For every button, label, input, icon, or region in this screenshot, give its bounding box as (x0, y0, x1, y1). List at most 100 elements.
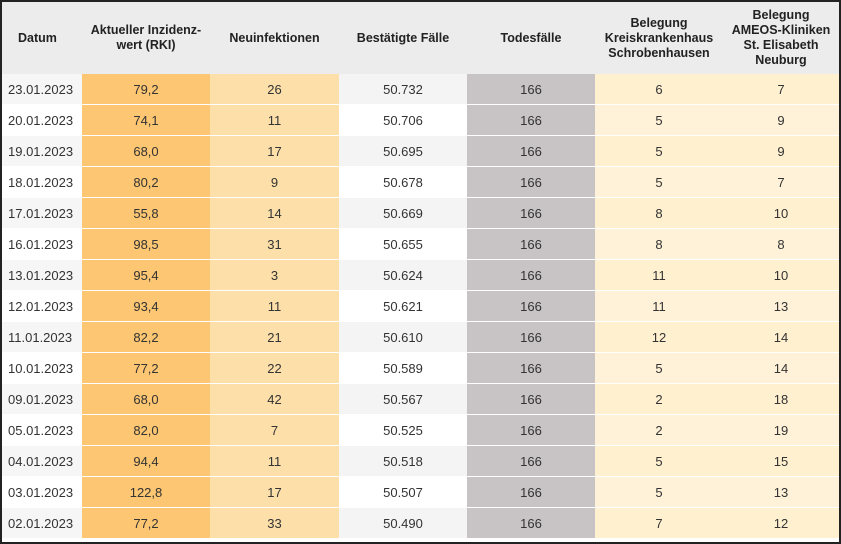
table-row: 19.01.2023 68,0 17 50.695 166 5 9 (2, 135, 839, 167)
header-row: Datum Aktueller Inzidenz-wert (RKI) Neuinf… (2, 2, 839, 74)
table-cell: 13.01.2023 (2, 259, 82, 291)
table-cell: 12.01.2023 (2, 290, 82, 322)
table-row: 05.01.2023 82,0 7 50.525 166 2 19 (2, 414, 839, 446)
table-cell: 11 (595, 259, 723, 291)
table-cell: 33 (210, 507, 339, 539)
table-cell: 122,8 (82, 476, 210, 508)
table-cell: 166 (467, 321, 595, 353)
column-header: Belegung AMEOS-Kliniken St. Elisabeth Ne… (723, 2, 839, 74)
table-cell: 2 (595, 414, 723, 446)
table-cell: 8 (595, 197, 723, 229)
table-cell: 50.507 (339, 476, 467, 508)
table-cell: 2 (595, 383, 723, 415)
table-cell: 50.695 (339, 135, 467, 167)
table-row: 16.01.2023 98,5 31 50.655 166 8 8 (2, 228, 839, 260)
table-cell: 80,2 (82, 166, 210, 198)
table-row: 10.01.2023 77,2 22 50.589 166 5 14 (2, 352, 839, 384)
table-cell: 12 (723, 507, 839, 539)
table-cell: 166 (467, 383, 595, 415)
table-cell: 50.655 (339, 228, 467, 260)
table-cell: 166 (467, 135, 595, 167)
table-cell: 50.732 (339, 74, 467, 105)
table-cell: 11 (210, 104, 339, 136)
table-row: 17.01.2023 55,8 14 50.669 166 8 10 (2, 197, 839, 229)
table-cell: 95,4 (82, 259, 210, 291)
table-cell: 50.621 (339, 290, 467, 322)
table-cell: 166 (467, 197, 595, 229)
table-cell: 03.01.2023 (2, 476, 82, 508)
table-cell: 166 (467, 445, 595, 477)
table-cell: 166 (467, 166, 595, 198)
table-row: 09.01.2023 68,0 42 50.567 166 2 18 (2, 383, 839, 415)
table-cell: 50.525 (339, 414, 467, 446)
table-row: 18.01.2023 80,2 9 50.678 166 5 7 (2, 166, 839, 198)
table-cell: 166 (467, 507, 595, 539)
table-cell: 12 (595, 321, 723, 353)
table-cell: 11 (210, 445, 339, 477)
table-cell: 166 (467, 476, 595, 508)
table-cell: 21 (210, 321, 339, 353)
table-cell: 50.624 (339, 259, 467, 291)
table-cell: 5 (595, 352, 723, 384)
table-cell: 50.610 (339, 321, 467, 353)
table-cell: 166 (467, 290, 595, 322)
table-cell: 18.01.2023 (2, 166, 82, 198)
table-cell: 79,2 (82, 74, 210, 105)
table-cell: 6 (595, 74, 723, 105)
column-header: Neuinfektionen (210, 2, 339, 74)
column-header: Aktueller Inzidenz-wert (RKI) (82, 2, 210, 74)
table-cell: 7 (210, 414, 339, 446)
table-cell: 11 (210, 290, 339, 322)
column-header: Todesfälle (467, 2, 595, 74)
table-cell: 31 (210, 228, 339, 260)
table-cell: 77,2 (82, 507, 210, 539)
table-cell: 20.01.2023 (2, 104, 82, 136)
table-cell: 7 (595, 507, 723, 539)
table-cell: 26 (210, 74, 339, 105)
table-row: 11.01.2023 82,2 21 50.610 166 12 14 (2, 321, 839, 353)
table-cell: 5 (595, 476, 723, 508)
table-cell: 166 (467, 228, 595, 260)
table-cell: 10.01.2023 (2, 352, 82, 384)
table-cell: 5 (595, 445, 723, 477)
table-row: 02.01.2023 77,2 33 50.490 166 7 12 (2, 507, 839, 539)
table-row: 04.01.2023 94,4 11 50.518 166 5 15 (2, 445, 839, 477)
table-cell: 17.01.2023 (2, 197, 82, 229)
table-cell: 166 (467, 104, 595, 136)
table-cell: 22 (210, 352, 339, 384)
table-cell: 14 (723, 321, 839, 353)
column-header: Bestätigte Fälle (339, 2, 467, 74)
table-row: 03.01.2023 122,8 17 50.507 166 5 13 (2, 476, 839, 508)
table-cell: 50.706 (339, 104, 467, 136)
table-cell: 15 (723, 445, 839, 477)
table-cell: 02.01.2023 (2, 507, 82, 539)
table-row: 12.01.2023 93,4 11 50.621 166 11 13 (2, 290, 839, 322)
table-cell: 7 (723, 166, 839, 198)
table-cell: 04.01.2023 (2, 445, 82, 477)
table-cell: 10 (723, 197, 839, 229)
table-cell: 50.669 (339, 197, 467, 229)
table-row: 20.01.2023 74,1 11 50.706 166 5 9 (2, 104, 839, 136)
table-cell: 94,4 (82, 445, 210, 477)
table-cell: 11 (595, 290, 723, 322)
table-cell: 166 (467, 74, 595, 105)
table-row: 23.01.2023 79,2 26 50.732 166 6 7 (2, 74, 839, 105)
table-cell: 13 (723, 290, 839, 322)
table-cell: 93,4 (82, 290, 210, 322)
table-cell: 166 (467, 259, 595, 291)
table-cell: 5 (595, 166, 723, 198)
table-cell: 23.01.2023 (2, 74, 82, 105)
table-row: 13.01.2023 95,4 3 50.624 166 11 10 (2, 259, 839, 291)
table-cell: 10 (723, 259, 839, 291)
table-cell: 8 (723, 228, 839, 260)
table-cell: 19.01.2023 (2, 135, 82, 167)
table-cell: 50.589 (339, 352, 467, 384)
table-cell: 98,5 (82, 228, 210, 260)
table-cell: 16.01.2023 (2, 228, 82, 260)
table-cell: 05.01.2023 (2, 414, 82, 446)
table-cell: 77,2 (82, 352, 210, 384)
table-cell: 42 (210, 383, 339, 415)
table-cell: 09.01.2023 (2, 383, 82, 415)
